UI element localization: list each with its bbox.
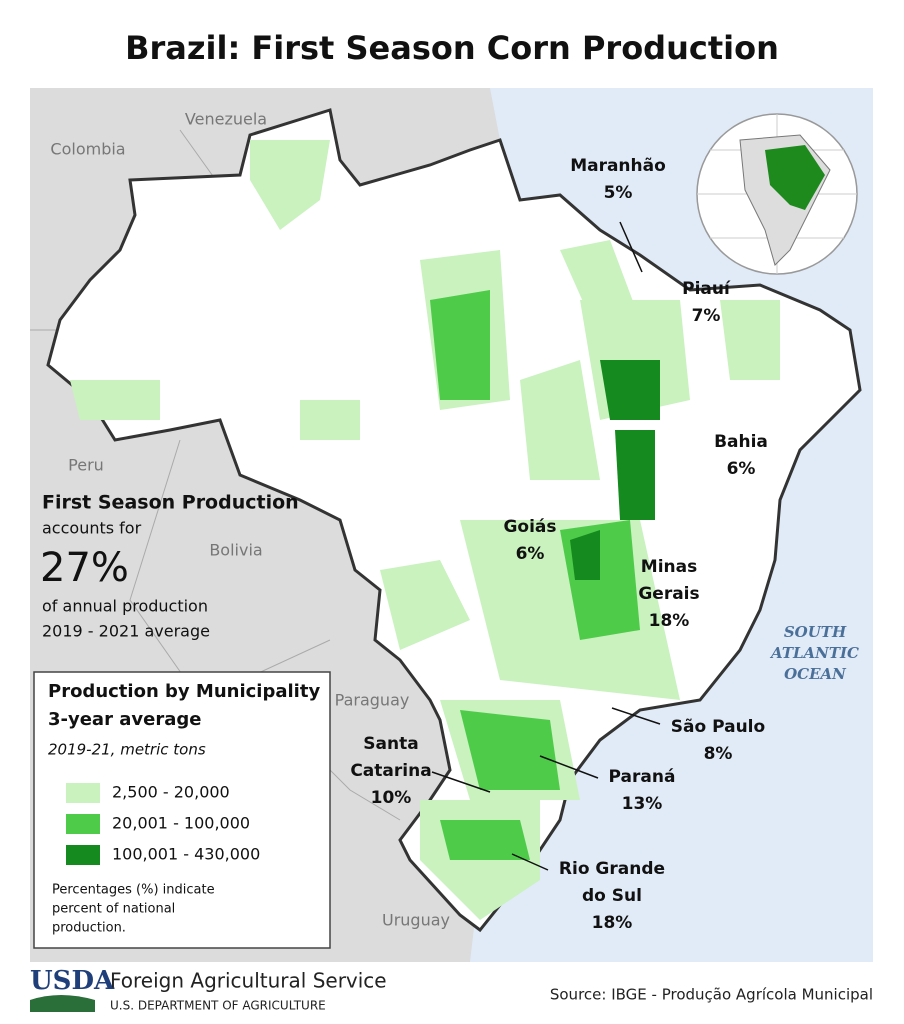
- legend-subtitle: 2019-21, metric tons: [48, 741, 206, 759]
- ocean-label: SOUTH: [784, 623, 847, 641]
- state-share: 13%: [622, 794, 663, 814]
- state-name: São Paulo: [671, 717, 765, 737]
- agency-name: Foreign Agricultural Service: [110, 969, 387, 993]
- ocean-label: OCEAN: [784, 665, 847, 683]
- state-share: 6%: [516, 544, 545, 564]
- legend-box: [33, 671, 331, 949]
- state-name: Goiás: [503, 517, 556, 537]
- summary-lead: accounts for: [42, 519, 142, 538]
- summary-line: 2019 - 2021 average: [42, 622, 210, 641]
- state-name: Gerais: [638, 584, 699, 604]
- state-name: Bahia: [714, 432, 768, 452]
- summary-heading: First Season Production: [42, 492, 299, 514]
- state-name: Rio Grande: [559, 859, 665, 879]
- legend-label: 2,500 - 20,000: [112, 783, 230, 802]
- legend-label: 100,001 - 430,000: [112, 845, 260, 864]
- legend-note: percent of national: [52, 902, 175, 917]
- legend-label: 20,001 - 100,000: [112, 814, 250, 833]
- summary-share: 27%: [40, 545, 129, 591]
- legend-title: 3-year average: [48, 709, 201, 730]
- legend-swatch: [66, 845, 100, 865]
- leaders: [431, 221, 661, 871]
- country-label: Paraguay: [335, 691, 410, 710]
- state-name: Minas: [641, 557, 697, 577]
- borders: [30, 129, 401, 821]
- department-name: U.S. DEPARTMENT OF AGRICULTURE: [110, 999, 326, 1013]
- usda-logo: [30, 995, 95, 1012]
- state-share: 5%: [604, 183, 633, 203]
- country-label: Peru: [68, 456, 104, 475]
- ocean-label: ATLANTIC: [769, 644, 859, 662]
- legend-title: Production by Municipality: [48, 681, 320, 702]
- globe: [696, 113, 858, 275]
- country-label: Venezuela: [185, 110, 267, 129]
- state-share: 8%: [704, 744, 733, 764]
- state-name: do Sul: [582, 886, 642, 906]
- state-share: 18%: [592, 913, 633, 933]
- legend-note: production.: [52, 921, 126, 936]
- country-label: Bolivia: [209, 541, 262, 560]
- state-share: 7%: [692, 306, 721, 326]
- legend-note: Percentages (%) indicate: [52, 883, 215, 898]
- state-name: Paraná: [609, 767, 676, 787]
- country-label: Colombia: [50, 140, 125, 159]
- state-name: Piauí: [682, 279, 731, 299]
- state-name: Catarina: [350, 761, 431, 781]
- state-share: 10%: [371, 788, 412, 808]
- legend-swatch: [66, 783, 100, 803]
- summary-line: of annual production: [42, 597, 208, 616]
- state-share: 6%: [727, 459, 756, 479]
- usda-logo-text: USDA: [30, 966, 115, 996]
- state-share: 18%: [649, 611, 690, 631]
- state-name: Maranhão: [570, 156, 666, 176]
- legend-swatch: [66, 814, 100, 834]
- title: Brazil: First Season Corn Production: [125, 29, 779, 67]
- country-label: Uruguay: [382, 911, 450, 930]
- production-high: [570, 360, 660, 580]
- state-name: Santa: [363, 734, 418, 754]
- source: Source: IBGE - Produção Agrícola Municip…: [550, 986, 873, 1004]
